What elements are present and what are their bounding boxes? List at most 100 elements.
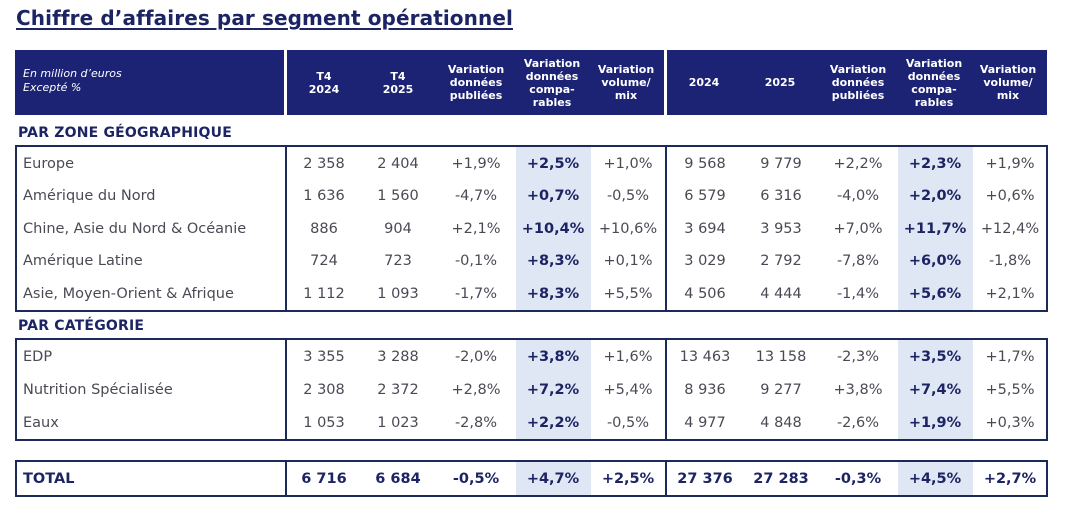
cell-t4-volume-mix: -0,5% bbox=[606, 414, 650, 431]
cell-fy-2024: 8 936 bbox=[684, 381, 726, 398]
cell-t4-publiees: -0,1% bbox=[454, 253, 498, 270]
row-label: Asie, Moyen-Orient & Afrique bbox=[23, 285, 234, 302]
cell-t4-volume-mix: +5,4% bbox=[603, 381, 653, 398]
row-label: Europe bbox=[23, 155, 74, 172]
cell-t4-2025: 2 404 bbox=[377, 155, 419, 172]
comparables-shade bbox=[516, 147, 591, 310]
cell-t4-2025: 904 bbox=[384, 220, 412, 237]
table-row: Eaux 1 053 1 023 -2,8% +2,2% -0,5% 4 977 4 848 -… bbox=[17, 406, 1046, 439]
cell-fy-2025: 4 444 bbox=[760, 285, 802, 302]
cell-t4-2025: 2 372 bbox=[377, 381, 419, 398]
cell-t4-comparables: +7,2% bbox=[526, 381, 580, 398]
row-label: EDP bbox=[23, 348, 53, 365]
column-divider bbox=[285, 340, 287, 439]
geo-table: Europe 2 358 2 404 +1,9% +2,5% +1,0% 9 568 9 77… bbox=[15, 145, 1048, 312]
col-header-t4-publiees: Variation données publiées bbox=[447, 63, 505, 102]
cell-t4-publiees: +1,9% bbox=[451, 155, 501, 172]
cell-t4-volume-mix: +10,6% bbox=[598, 220, 658, 237]
cell-fy-volume-mix: +1,7% bbox=[985, 348, 1035, 365]
cell-fy-volume-mix: +1,9% bbox=[985, 155, 1035, 172]
cell-t4-volume-mix: +2,5% bbox=[601, 470, 655, 487]
column-divider bbox=[285, 462, 287, 495]
cell-t4-volume-mix: -0,5% bbox=[606, 188, 650, 205]
table-row: TOTAL 6 716 6 684 -0,5% +4,7% +2,5% 27 376 27 2… bbox=[17, 462, 1046, 495]
cell-fy-volume-mix: +2,7% bbox=[983, 470, 1037, 487]
cell-fy-2025: 13 158 bbox=[755, 348, 807, 365]
comparables-shade bbox=[898, 462, 973, 495]
comparables-shade bbox=[898, 147, 973, 310]
column-divider bbox=[285, 147, 287, 310]
cell-fy-comparables: +2,0% bbox=[908, 188, 962, 205]
table-row: Chine, Asie du Nord & Océanie 886 904 +2,1%… bbox=[17, 212, 1046, 245]
header-divider bbox=[284, 50, 287, 115]
cell-fy-2025: 6 316 bbox=[760, 188, 802, 205]
row-label: Nutrition Spécialisée bbox=[23, 381, 173, 398]
col-header-t4-2024: T4 2024 bbox=[308, 69, 340, 96]
comparables-shade bbox=[898, 340, 973, 439]
cell-t4-publiees: +2,1% bbox=[451, 220, 501, 237]
cell-fy-publiees: +2,2% bbox=[833, 155, 883, 172]
cell-fy-publiees: -2,3% bbox=[836, 348, 880, 365]
row-label: Eaux bbox=[23, 414, 59, 431]
cell-fy-comparables: +7,4% bbox=[908, 381, 962, 398]
cell-t4-2024: 2 358 bbox=[303, 155, 345, 172]
cell-fy-2025: 27 283 bbox=[753, 470, 809, 487]
cell-fy-2025: 2 792 bbox=[760, 253, 802, 270]
cell-fy-publiees: +3,8% bbox=[833, 381, 883, 398]
comparables-shade bbox=[516, 340, 591, 439]
cell-t4-2025: 1 023 bbox=[377, 414, 419, 431]
cell-t4-2024: 6 716 bbox=[301, 470, 347, 487]
cell-fy-comparables: +4,5% bbox=[908, 470, 962, 487]
cell-t4-2024: 3 355 bbox=[303, 348, 345, 365]
section-title-geo: PAR ZONE GÉOGRAPHIQUE bbox=[18, 125, 232, 141]
col-header-t4-volume-mix: Variation volume/ mix bbox=[597, 63, 655, 102]
column-divider bbox=[665, 340, 667, 439]
cell-fy-comparables: +3,5% bbox=[908, 348, 962, 365]
cell-t4-2025: 3 288 bbox=[377, 348, 419, 365]
comparables-shade bbox=[516, 462, 591, 495]
total-table: TOTAL 6 716 6 684 -0,5% +4,7% +2,5% 27 376 27 2… bbox=[15, 460, 1048, 497]
cell-fy-publiees: -7,8% bbox=[836, 253, 880, 270]
cell-fy-volume-mix: +0,3% bbox=[985, 414, 1035, 431]
col-header-fy-volume-mix: Variation volume/ mix bbox=[979, 63, 1037, 102]
cell-fy-2025: 9 277 bbox=[760, 381, 802, 398]
cell-t4-2024: 2 308 bbox=[303, 381, 345, 398]
cell-t4-comparables: +10,4% bbox=[521, 220, 585, 237]
table-header: En million d’euros Excepté % T4 2024 T4 … bbox=[15, 50, 1047, 115]
cell-fy-2024: 9 568 bbox=[684, 155, 726, 172]
table-row: EDP 3 355 3 288 -2,0% +3,8% +1,6% 13 463 13 158… bbox=[17, 340, 1046, 373]
table-row: Amérique Latine 724 723 -0,1% +8,3% +0,1% 3 02… bbox=[17, 245, 1046, 278]
cell-fy-comparables: +11,7% bbox=[903, 220, 967, 237]
cell-fy-2024: 27 376 bbox=[677, 470, 733, 487]
cell-t4-publiees: -0,5% bbox=[452, 470, 500, 487]
cell-t4-2024: 1 636 bbox=[303, 188, 345, 205]
cell-fy-publiees: -0,3% bbox=[834, 470, 882, 487]
cell-fy-2024: 6 579 bbox=[684, 188, 726, 205]
col-header-2024: 2024 bbox=[688, 76, 720, 89]
cell-t4-publiees: -2,0% bbox=[454, 348, 498, 365]
cell-t4-comparables: +4,7% bbox=[526, 470, 580, 487]
cell-t4-2024: 724 bbox=[310, 253, 338, 270]
cell-t4-comparables: +8,3% bbox=[526, 253, 580, 270]
cell-t4-comparables: +2,5% bbox=[526, 155, 580, 172]
row-label: TOTAL bbox=[23, 470, 75, 487]
col-header-t4-2025: T4 2025 bbox=[382, 69, 414, 96]
cell-fy-publiees: -4,0% bbox=[836, 188, 880, 205]
cell-t4-comparables: +2,2% bbox=[526, 414, 580, 431]
cell-fy-publiees: -1,4% bbox=[836, 285, 880, 302]
cell-fy-comparables: +6,0% bbox=[908, 253, 962, 270]
cell-t4-publiees: -4,7% bbox=[454, 188, 498, 205]
cell-t4-publiees: +2,8% bbox=[451, 381, 501, 398]
cell-t4-publiees: -1,7% bbox=[454, 285, 498, 302]
cell-fy-volume-mix: +2,1% bbox=[985, 285, 1035, 302]
cell-fy-2024: 4 977 bbox=[684, 414, 726, 431]
row-label: Amérique du Nord bbox=[23, 188, 156, 205]
section-title-category: PAR CATÉGORIE bbox=[18, 318, 145, 334]
cell-fy-volume-mix: +0,6% bbox=[985, 188, 1035, 205]
cell-t4-comparables: +8,3% bbox=[526, 285, 580, 302]
cell-t4-comparables: +3,8% bbox=[526, 348, 580, 365]
cell-t4-2025: 1 093 bbox=[377, 285, 419, 302]
header-divider bbox=[664, 50, 667, 115]
table-row: Amérique du Nord 1 636 1 560 -4,7% +0,7% -0,5… bbox=[17, 180, 1046, 213]
cell-t4-2025: 723 bbox=[384, 253, 412, 270]
